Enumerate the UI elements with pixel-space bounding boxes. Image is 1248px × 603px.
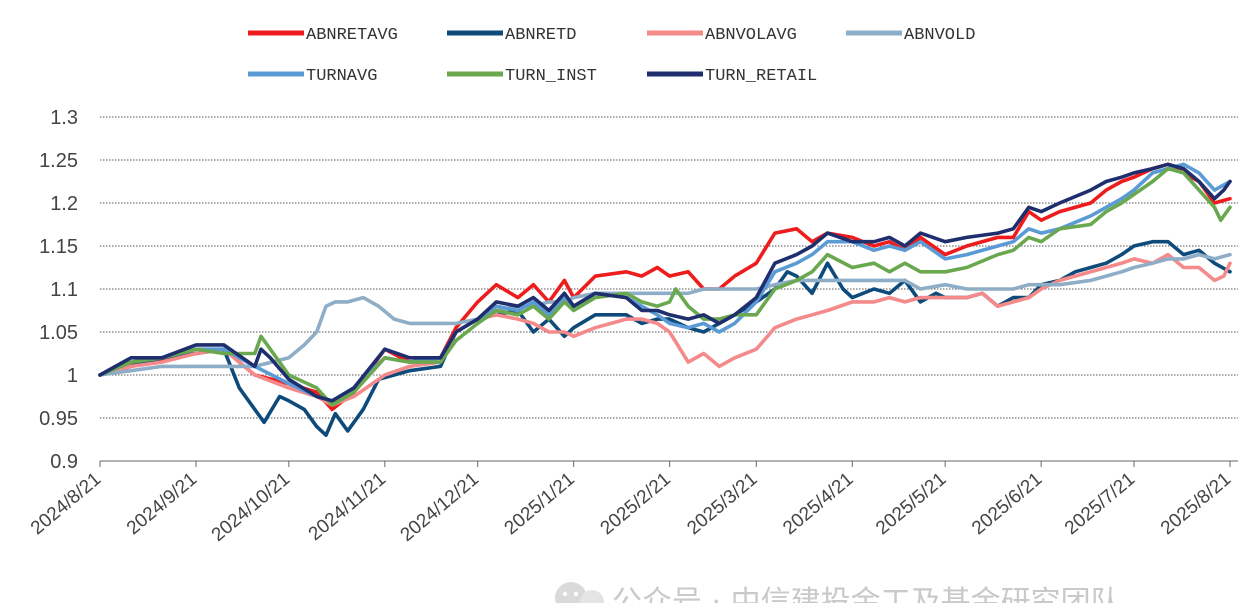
series-line-turn-retail xyxy=(98,162,1232,403)
legend-label: ABNRETAVG xyxy=(306,26,398,45)
legend-label: ABNVOLD xyxy=(904,26,975,45)
x-tick-label: 2025/6/21 xyxy=(968,469,1046,539)
y-tick-label: 1.05 xyxy=(39,322,78,344)
x-tick-label: 2025/4/21 xyxy=(779,469,857,539)
x-tick-label: 2024/12/21 xyxy=(397,469,483,546)
x-tick-label: 2024/8/21 xyxy=(27,469,105,539)
series-line-abnvolavg xyxy=(98,252,1232,407)
x-tick-label: 2024/10/21 xyxy=(208,469,294,546)
x-tick-label: 2025/8/21 xyxy=(1157,469,1235,539)
x-tick-label: 2024/9/21 xyxy=(123,469,201,539)
legend-label: ABNRETD xyxy=(505,26,576,45)
y-tick-label: 1.2 xyxy=(50,193,78,215)
series-line-abnvold xyxy=(98,252,1232,377)
y-tick-label: 1.3 xyxy=(50,107,78,129)
x-tick-label: 2025/2/21 xyxy=(597,469,675,539)
legend: ABNRETAVG ABNRETD ABNVOLAVG ABNVOLD TURNAVG T… xyxy=(248,26,975,86)
legend-label: TURNAVG xyxy=(306,67,377,86)
series-line-turnavg xyxy=(98,162,1232,403)
y-tick-label: 1 xyxy=(67,365,78,387)
legend-label: ABNVOLAVG xyxy=(705,26,797,45)
series-layer xyxy=(98,162,1232,438)
y-tick-label: 1.15 xyxy=(39,236,78,258)
y-tick-label: 0.95 xyxy=(39,408,78,430)
y-tick-label: 0.9 xyxy=(50,451,78,473)
series-line-turn-inst xyxy=(98,166,1232,407)
x-tick-label: 2025/5/21 xyxy=(872,469,950,539)
legend-label: TURN_INST xyxy=(505,67,597,86)
y-tick-label: 1.1 xyxy=(50,279,78,301)
watermark-text: 公众号 · 中信建投金工及基金研究团队 xyxy=(612,585,1121,603)
y-axis-ticks: 0.9 0.95 1 1.05 1.1 1.15 1.2 1.25 1.3 xyxy=(39,107,78,473)
x-tick-label: 2025/1/21 xyxy=(501,469,579,539)
x-tick-label: 2024/11/21 xyxy=(305,469,390,545)
y-tick-label: 1.25 xyxy=(39,150,78,172)
x-axis-ticks: 2024/8/21 2024/9/21 2024/10/21 2024/11/21 20… xyxy=(27,461,1235,546)
wechat-icon xyxy=(555,582,604,603)
watermark: 公众号 · 中信建投金工及基金研究团队 xyxy=(555,582,1121,603)
x-tick-label: 2025/7/21 xyxy=(1061,469,1139,539)
x-tick-label: 2025/3/21 xyxy=(683,469,761,539)
legend-label: TURN_RETAIL xyxy=(705,67,817,86)
